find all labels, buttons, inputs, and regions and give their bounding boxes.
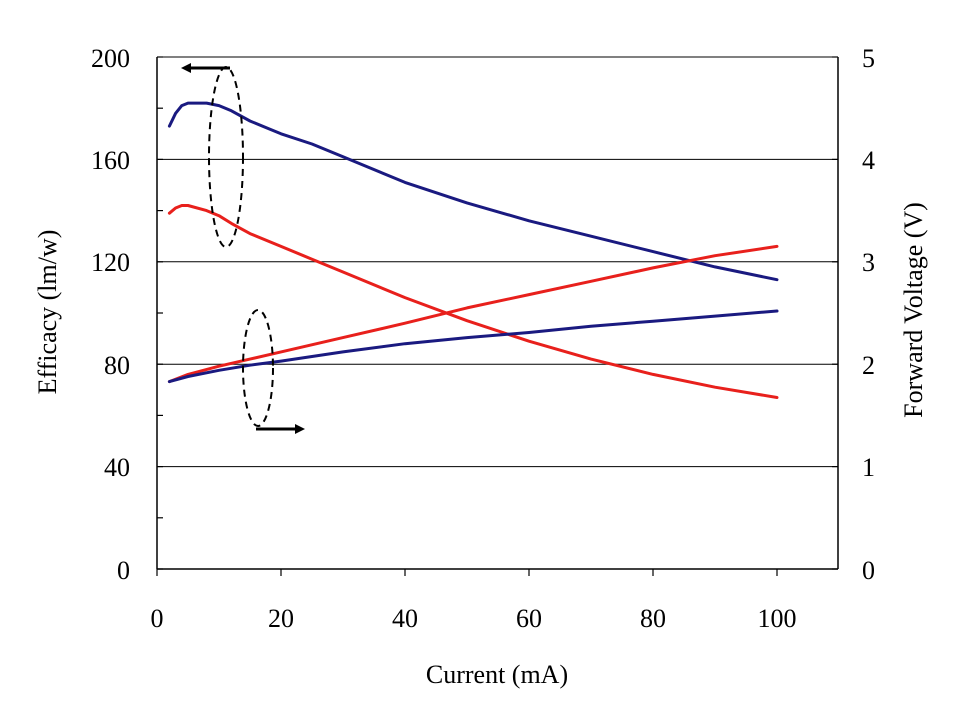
right-annotation-ellipse: [242, 309, 274, 427]
y-right-tick-label: 2: [862, 351, 875, 380]
y-right-tick-label: 5: [862, 44, 875, 73]
x-axis-title: Current (mA): [426, 660, 568, 689]
left-y-tick-labels: 0 40 80 120 160 200: [91, 44, 130, 585]
left-axis-annotation: [181, 63, 244, 248]
gridlines: [157, 56, 838, 468]
series-line-voltage-2: [167, 244, 779, 384]
y-right-tick-label: 0: [862, 556, 875, 585]
right-y-tick-labels: 0 1 2 3 4 5: [862, 44, 875, 585]
x-tick-label: 80: [640, 604, 666, 633]
left-y-axis-title: Efficacy (lm/w): [33, 230, 62, 395]
right-axis-annotation: [242, 309, 305, 434]
x-tick-label: 60: [516, 604, 542, 633]
series-line-efficacy-0: [167, 101, 779, 282]
x-tick-labels: 0 20 40 60 80 100: [151, 604, 797, 633]
y-left-tick-label: 120: [91, 248, 130, 277]
y-left-tick-label: 40: [104, 453, 130, 482]
y-left-tick-label: 0: [117, 556, 130, 585]
x-tick-label: 100: [758, 604, 797, 633]
y-left-tick-label: 80: [104, 351, 130, 380]
tick-marks: [156, 56, 838, 576]
x-tick-label: 0: [151, 604, 164, 633]
series-line-efficacy-1: [167, 204, 779, 399]
y-right-tick-label: 3: [862, 248, 875, 277]
x-tick-label: 20: [268, 604, 294, 633]
y-left-tick-label: 200: [91, 44, 130, 73]
y-left-tick-label: 160: [91, 146, 130, 175]
series-line-voltage-3: [167, 309, 779, 384]
right-y-axis-title: Forward Voltage (V): [899, 202, 928, 418]
series-lines: [167, 101, 779, 399]
y-right-tick-label: 4: [862, 146, 875, 175]
x-tick-label: 40: [392, 604, 418, 633]
y-right-tick-label: 1: [862, 453, 875, 482]
